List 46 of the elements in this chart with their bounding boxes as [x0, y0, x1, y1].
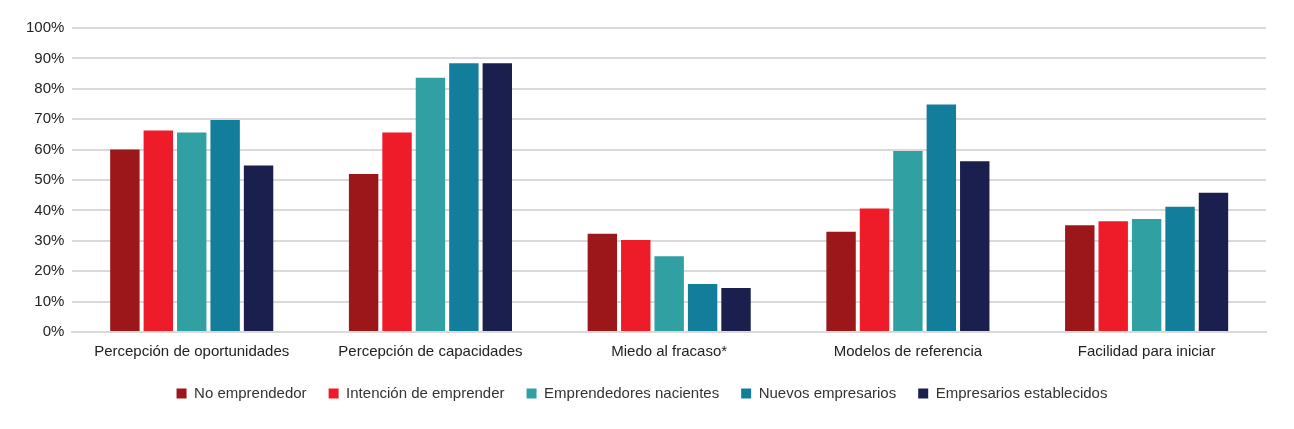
- legend-label: Nuevos empresarios: [758, 383, 897, 401]
- y-tick-label: 10%: [34, 291, 65, 309]
- y-tick-label: 100%: [25, 18, 65, 36]
- bar: [687, 283, 718, 331]
- y-tick-label: 40%: [34, 200, 65, 218]
- bar: [587, 233, 618, 331]
- bar: [415, 77, 446, 331]
- legend-label: Intención de emprender: [346, 383, 505, 401]
- bar: [110, 149, 140, 331]
- y-tick-label: 90%: [34, 48, 65, 66]
- x-tick-label: Percepción de capacidades: [338, 342, 523, 360]
- bar: [143, 130, 174, 331]
- x-tick-label: Facilidad para iniciar: [1077, 342, 1216, 360]
- y-tick-label: 60%: [34, 139, 65, 157]
- bar: [177, 132, 207, 331]
- bar: [482, 63, 512, 331]
- bar: [926, 104, 957, 331]
- bar: [243, 165, 274, 331]
- y-tick-label: 80%: [34, 78, 65, 96]
- bar: [210, 120, 240, 331]
- legend-label: Emprendedores nacientes: [544, 383, 720, 401]
- y-tick-label: 70%: [34, 109, 65, 127]
- bar: [348, 173, 379, 331]
- y-tick-label: 50%: [34, 170, 65, 188]
- x-tick-label: Miedo al fracaso*: [611, 342, 728, 360]
- x-tick-label: Modelos de referencia: [833, 342, 983, 360]
- bar: [654, 256, 684, 331]
- bar: [1065, 225, 1095, 331]
- bar: [382, 132, 412, 331]
- y-tick-label: 30%: [34, 230, 65, 248]
- bar: [1131, 218, 1162, 331]
- bar: [449, 63, 479, 331]
- y-tick-label: 0%: [42, 322, 65, 340]
- legend-label: No emprendedor: [194, 383, 307, 401]
- x-tick-label: Percepción de oportunidades: [94, 342, 290, 360]
- legend-label: Empresarios establecidos: [935, 383, 1108, 401]
- bar: [960, 161, 990, 331]
- bar: [1098, 221, 1128, 331]
- bar: [1165, 206, 1195, 331]
- bar: [721, 287, 751, 331]
- y-tick-label: 20%: [34, 261, 65, 279]
- bar: [826, 231, 856, 331]
- bar: [859, 208, 890, 331]
- bar: [1198, 192, 1229, 331]
- bar: [621, 239, 651, 331]
- bar: [893, 151, 923, 331]
